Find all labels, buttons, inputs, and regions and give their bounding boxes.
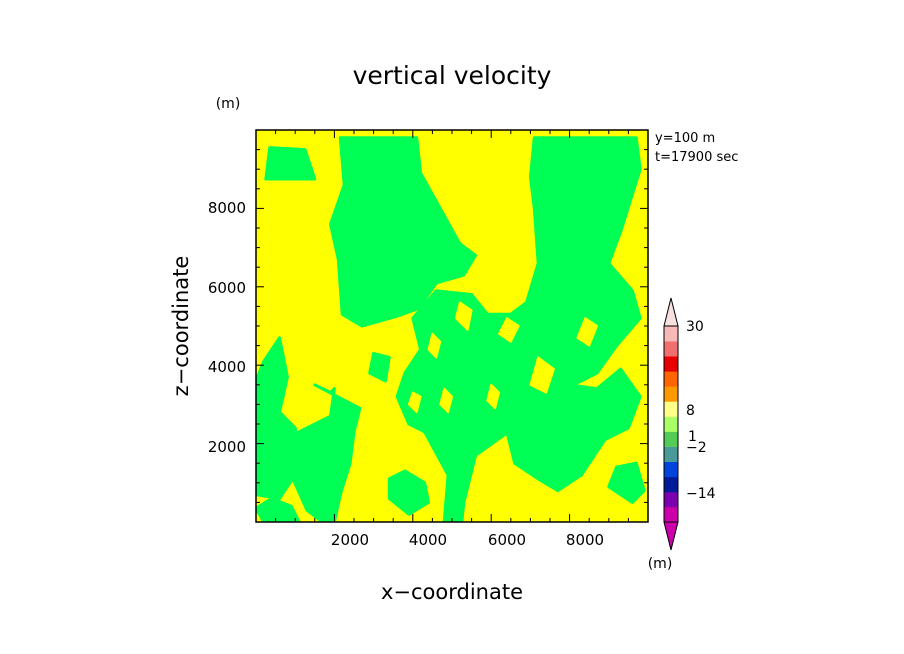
colorbar-swatch [664, 326, 678, 342]
green-region [387, 469, 430, 516]
green-region [264, 146, 317, 181]
plot-area [255, 129, 649, 523]
annotation-y: y=100 m [655, 131, 715, 146]
colorbar-swatch [664, 401, 678, 417]
colorbar-label: −2 [686, 440, 707, 456]
y-axis-label: z−coordinate [169, 256, 193, 397]
x-tick-label: 8000 [566, 531, 604, 549]
colorbar-top-arrow [663, 297, 679, 327]
yellow-region [439, 387, 453, 414]
axis-ticks [256, 130, 648, 522]
colorbar-swatch [664, 446, 678, 462]
green-region [329, 136, 477, 328]
colorbar-swatch [664, 506, 678, 523]
colorbar-label: 30 [686, 319, 704, 335]
yellow-region [407, 391, 422, 414]
colorbar-bottom-arrow [663, 521, 679, 551]
green-region [368, 351, 391, 383]
green-region [607, 461, 646, 504]
annotation-time: t=17900 sec [655, 150, 738, 165]
yellow-region [576, 317, 598, 347]
colorbar-unit: (m) [648, 556, 673, 572]
yellow-region [498, 317, 520, 343]
colorbar-swatch [664, 476, 678, 493]
colorbar-swatch [664, 431, 678, 447]
colorbar-swatch [664, 386, 678, 402]
x-tick-label: 4000 [409, 531, 447, 549]
colorbar-swatch [664, 356, 678, 372]
colorbar-frame [663, 325, 679, 523]
yellow-region [529, 356, 555, 394]
yellow-region [486, 383, 500, 410]
x-tick-label: 2000 [331, 531, 369, 549]
x-tick-label: 6000 [488, 531, 526, 549]
green-region [256, 497, 301, 522]
y-tick-label: 4000 [208, 358, 246, 376]
y-tick-label: 6000 [208, 279, 246, 297]
colorbar-swatch [664, 491, 678, 508]
yellow-region [427, 332, 442, 359]
colorbar-label: −14 [686, 486, 716, 502]
colorbar-label: 8 [686, 403, 695, 419]
colorbar-swatch [664, 341, 678, 357]
y-tick-label: 2000 [208, 438, 246, 456]
colorbar-label: 1 [688, 429, 697, 445]
x-axis-label: x−coordinate [381, 580, 523, 604]
colorbar-swatch [664, 461, 678, 478]
yellow-region [474, 274, 493, 296]
yellow-region [454, 301, 473, 331]
colorbar-swatch [664, 371, 678, 387]
y-tick-label: 8000 [208, 199, 246, 217]
green-region [474, 367, 642, 493]
chart-title: vertical velocity [353, 61, 552, 90]
green-region [395, 136, 642, 522]
y-unit-label: (m) [216, 96, 241, 112]
colorbar-swatch [664, 416, 678, 432]
colorbar [663, 297, 679, 551]
green-region [280, 383, 362, 522]
field-regions [256, 136, 646, 522]
